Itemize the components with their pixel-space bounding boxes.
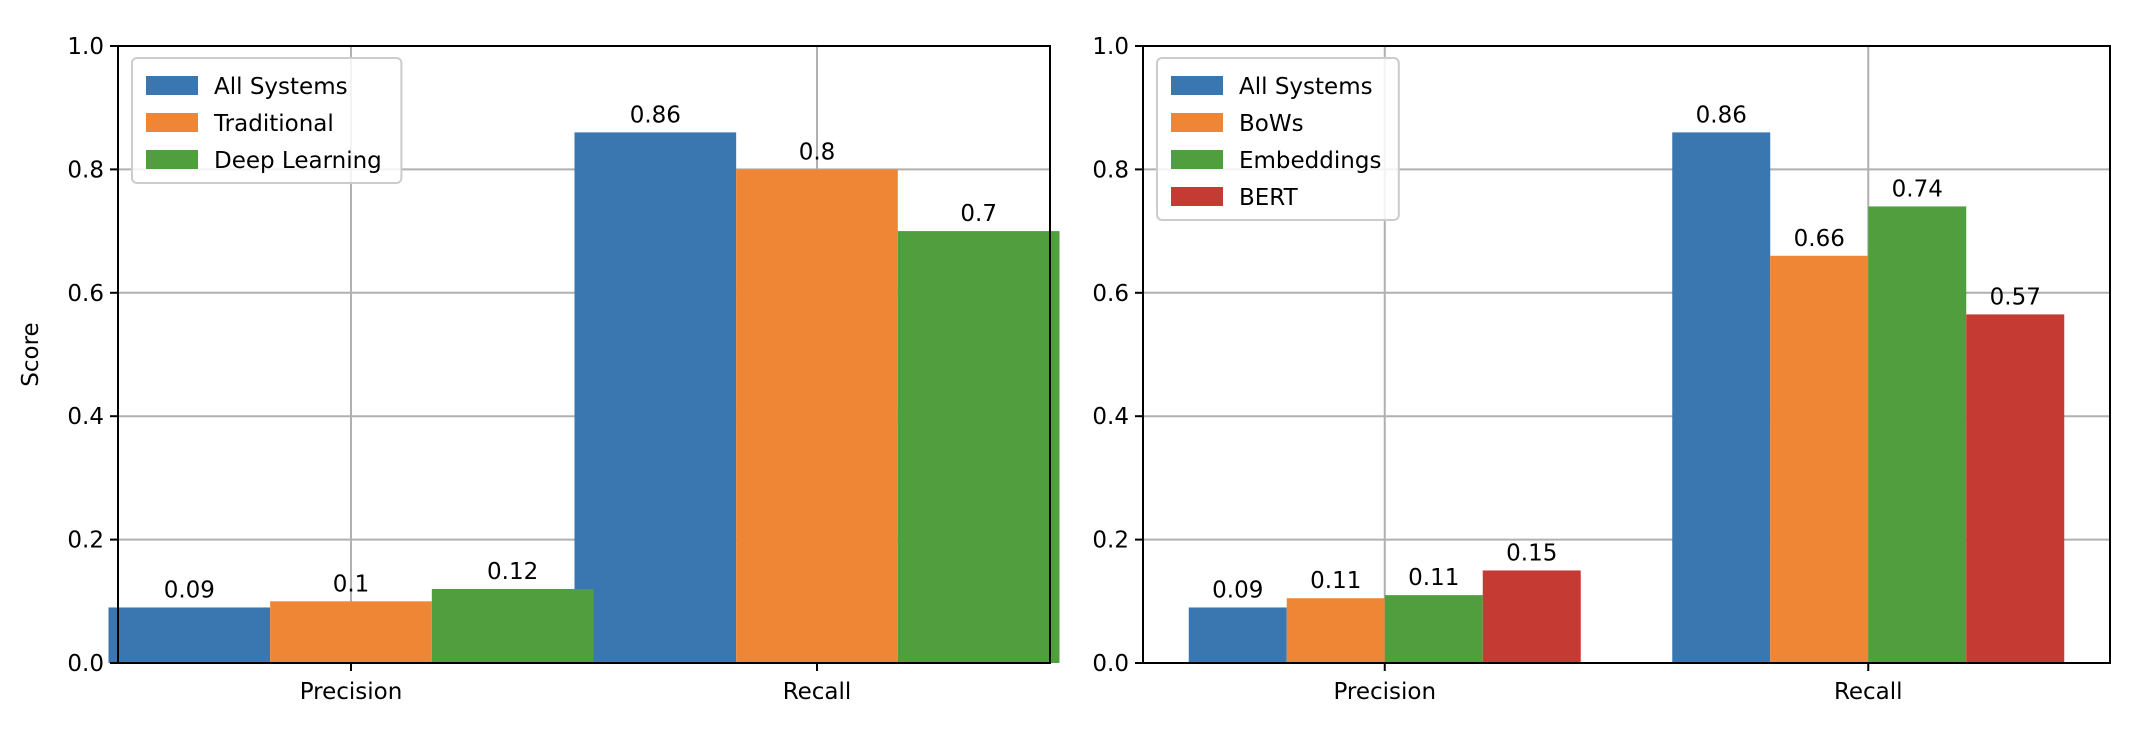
- legend-label-all-systems: All Systems: [214, 74, 348, 100]
- legend-label-deep-learning: Deep Learning: [214, 148, 382, 174]
- bar-value-label: 0.74: [1892, 176, 1943, 202]
- bar-value-label: 0.09: [164, 577, 215, 603]
- legend: All Systems BoWs Embeddings BERT: [1156, 57, 1400, 221]
- bar-all-systems-precision: [108, 607, 271, 663]
- bar-value-label: 0.11: [1310, 568, 1361, 594]
- y-tick-label: 0.6: [1092, 281, 1129, 307]
- bar-deep-learning-precision: [431, 588, 594, 663]
- bar-all-systems-precision: [1188, 607, 1287, 663]
- y-tick-label: 0.4: [1092, 404, 1129, 430]
- legend-swatch-bows: [1171, 113, 1223, 132]
- x-tick-label: Precision: [1333, 679, 1436, 705]
- bar-value-label: 0.57: [1990, 284, 2041, 310]
- y-tick-label: 0.8: [1092, 157, 1129, 183]
- bar-value-label: 0.86: [630, 102, 681, 128]
- x-tick-label: Precision: [300, 679, 403, 705]
- x-tick-label: Recall: [783, 679, 852, 705]
- legend-swatch-traditional: [146, 113, 198, 132]
- bar-traditional-recall: [736, 169, 898, 663]
- chart-panel-right: 0.09 0.86 0.11 0.66 0.11 0.74 0.15 0.57 0.0 0.2 0.…: [1092, 34, 2111, 705]
- plot-frame: [117, 45, 1051, 664]
- y-tick-label: 1.0: [1092, 34, 1129, 60]
- bar-value-label: 0.09: [1212, 577, 1263, 603]
- legend-swatch-all-systems: [146, 76, 198, 95]
- x-tick-label: Recall: [1834, 679, 1903, 705]
- legend-label-bert: BERT: [1239, 185, 1299, 211]
- bar-value-label: 0.7: [960, 201, 997, 227]
- legend: All Systems Traditional Deep Learning: [131, 57, 403, 184]
- y-tick-label: 1.0: [67, 34, 104, 60]
- y-tick-label: 0.2: [1092, 528, 1129, 554]
- bar-value-label: 0.86: [1696, 102, 1747, 128]
- bar-value-label: 0.15: [1506, 540, 1557, 566]
- legend-frame: [131, 57, 403, 184]
- bar-embeddings-precision: [1384, 595, 1483, 663]
- chart-panel-left: 0.09 0.86 0.1 0.8 0.12 0.7 0.0 0.2 0.4 0.6 0.8 1.0 P…: [18, 34, 1060, 705]
- bar-all-systems-recall: [1672, 132, 1771, 663]
- legend-frame: [1156, 57, 1400, 221]
- bar-value-label: 0.11: [1408, 565, 1459, 591]
- legend-swatch-bert: [1171, 187, 1223, 206]
- y-tick-label: 0.8: [67, 157, 104, 183]
- bar-traditional-precision: [270, 601, 432, 663]
- bar-bows-recall: [1770, 255, 1869, 663]
- legend-label-embeddings: Embeddings: [1239, 148, 1381, 174]
- bar-value-label: 0.8: [799, 139, 836, 165]
- plot-frame: [1142, 45, 2111, 664]
- legend-swatch-embeddings: [1171, 150, 1223, 169]
- y-tick-label: 0.2: [67, 528, 104, 554]
- y-tick-label: 0.6: [67, 281, 104, 307]
- bar-bert-recall: [1966, 314, 2065, 663]
- bar-all-systems-recall: [574, 132, 737, 663]
- bar-embeddings-recall: [1868, 206, 1967, 664]
- y-tick-label: 0.0: [1092, 651, 1129, 677]
- bar-value-label: 0.12: [487, 559, 538, 585]
- legend-swatch-deep-learning: [146, 150, 198, 169]
- y-axis-label: Score: [18, 322, 44, 386]
- bar-deep-learning-recall: [897, 231, 1060, 663]
- bar-value-label: 0.1: [333, 571, 370, 597]
- bar-value-label: 0.66: [1794, 226, 1845, 252]
- y-tick-label: 0.0: [67, 651, 104, 677]
- bar-bows-precision: [1286, 598, 1385, 663]
- legend-label-traditional: Traditional: [213, 111, 334, 137]
- legend-label-bows: BoWs: [1239, 111, 1304, 137]
- legend-swatch-all-systems: [1171, 76, 1223, 95]
- legend-label-all-systems: All Systems: [1239, 74, 1373, 100]
- bar-bert-precision: [1482, 570, 1581, 663]
- y-tick-label: 0.4: [67, 404, 104, 430]
